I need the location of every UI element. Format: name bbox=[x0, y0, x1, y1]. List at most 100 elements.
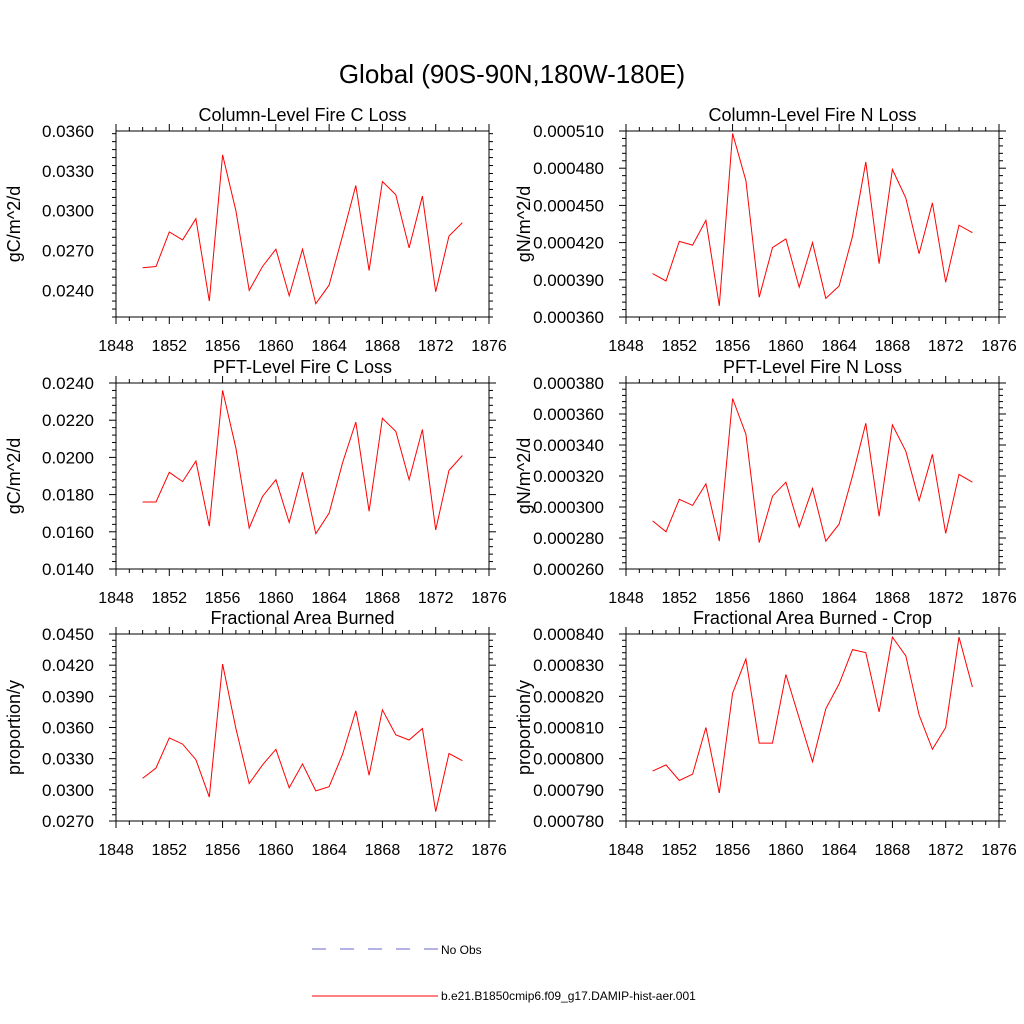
y-tick-label: 0.0240 bbox=[42, 374, 94, 393]
y-tick-label: 0.000360 bbox=[533, 405, 604, 424]
x-tick-label: 1848 bbox=[98, 842, 134, 859]
plot-frame bbox=[115, 382, 490, 570]
chart-title: PFT-Level Fire N Loss bbox=[723, 357, 902, 377]
y-tick-label: 0.0360 bbox=[42, 122, 94, 141]
plot-frame bbox=[625, 130, 1000, 318]
x-tick-label: 1868 bbox=[365, 590, 401, 607]
chart-panel: Column-Level Fire C Loss gC/m^2/d 1848 1852… bbox=[4, 105, 507, 355]
chart-panel: Column-Level Fire N Loss gN/m^2/d 1848 1852… bbox=[514, 105, 1017, 355]
x-tick-label: 1848 bbox=[608, 842, 644, 859]
y-tick-label: 0.000260 bbox=[533, 560, 604, 579]
x-tick-label: 1848 bbox=[98, 338, 134, 355]
x-tick-label: 1872 bbox=[418, 590, 454, 607]
x-tick-label: 1860 bbox=[768, 842, 804, 859]
chart-title: Column-Level Fire C Loss bbox=[198, 105, 406, 125]
y-tick-label: 0.000780 bbox=[533, 812, 604, 831]
y-tick-label: 0.0360 bbox=[42, 719, 94, 738]
chart-title: Fractional Area Burned bbox=[210, 608, 394, 628]
series-line bbox=[142, 154, 463, 305]
x-tick-label: 1868 bbox=[875, 338, 911, 355]
x-tick-label: 1860 bbox=[258, 338, 294, 355]
y-tick-label: 0.0140 bbox=[42, 560, 94, 579]
x-tick-label: 1864 bbox=[821, 842, 857, 859]
x-tick-label: 1876 bbox=[981, 590, 1017, 607]
y-tick-label: 0.0330 bbox=[42, 162, 94, 181]
series-line bbox=[142, 663, 463, 812]
y-tick-label: 0.000810 bbox=[533, 719, 604, 738]
chart-title: Fractional Area Burned - Crop bbox=[693, 608, 932, 628]
x-tick-label: 1852 bbox=[661, 842, 697, 859]
x-tick-label: 1856 bbox=[205, 842, 241, 859]
y-tick-label: 0.000790 bbox=[533, 781, 604, 800]
y-tick-label: 0.000320 bbox=[533, 467, 604, 486]
legend-no-obs-label: No Obs bbox=[441, 943, 482, 957]
y-tick-label: 0.000450 bbox=[533, 196, 604, 215]
x-tick-label: 1868 bbox=[875, 590, 911, 607]
x-tick-label: 1864 bbox=[311, 590, 347, 607]
y-tick-label: 0.000280 bbox=[533, 529, 604, 548]
series-line bbox=[652, 635, 973, 794]
x-tick-label: 1876 bbox=[471, 842, 507, 859]
x-tick-label: 1852 bbox=[661, 338, 697, 355]
y-tick-label: 0.000390 bbox=[533, 271, 604, 290]
y-tick-label: 0.0270 bbox=[42, 242, 94, 261]
x-tick-label: 1876 bbox=[471, 590, 507, 607]
y-axis-label: gC/m^2/d bbox=[4, 186, 24, 262]
y-axis-label: proportion/y bbox=[4, 680, 24, 775]
chart-panel: Fractional Area Burned proportion/y 1848 18… bbox=[4, 608, 507, 859]
y-tick-label: 0.000820 bbox=[533, 687, 604, 706]
x-tick-label: 1872 bbox=[418, 842, 454, 859]
y-tick-label: 0.000340 bbox=[533, 436, 604, 455]
y-tick-label: 0.000510 bbox=[533, 122, 604, 141]
y-tick-label: 0.0300 bbox=[42, 202, 94, 221]
chart-panel: Fractional Area Burned - Crop proportion/… bbox=[514, 608, 1017, 859]
x-tick-label: 1868 bbox=[365, 338, 401, 355]
y-tick-label: 0.000800 bbox=[533, 750, 604, 769]
plot-frame bbox=[625, 633, 1000, 822]
x-tick-label: 1872 bbox=[928, 590, 964, 607]
legend-model-label: b.e21.B1850cmip6.f09_g17.DAMIP-hist-aer.… bbox=[441, 989, 696, 1003]
y-tick-label: 0.0220 bbox=[42, 411, 94, 430]
y-tick-label: 0.0300 bbox=[42, 781, 94, 800]
x-tick-label: 1856 bbox=[205, 590, 241, 607]
x-tick-label: 1852 bbox=[661, 590, 697, 607]
y-tick-label: 0.0180 bbox=[42, 486, 94, 505]
x-tick-label: 1864 bbox=[311, 842, 347, 859]
x-tick-label: 1876 bbox=[471, 338, 507, 355]
y-tick-label: 0.000360 bbox=[533, 308, 604, 327]
y-tick-label: 0.000380 bbox=[533, 374, 604, 393]
y-axis-label: proportion/y bbox=[514, 680, 534, 775]
y-tick-label: 0.0200 bbox=[42, 448, 94, 467]
plot-frame bbox=[625, 382, 1000, 570]
x-tick-label: 1856 bbox=[205, 338, 241, 355]
x-tick-label: 1860 bbox=[768, 590, 804, 607]
y-tick-label: 0.000830 bbox=[533, 656, 604, 675]
x-tick-label: 1852 bbox=[151, 842, 187, 859]
legend: No Obs b.e21.B1850cmip6.f09_g17.DAMIP-hi… bbox=[312, 943, 696, 1003]
x-tick-label: 1864 bbox=[311, 338, 347, 355]
x-tick-label: 1856 bbox=[715, 590, 751, 607]
x-tick-label: 1856 bbox=[715, 338, 751, 355]
figure-title: Global (90S-90N,180W-180E) bbox=[339, 59, 685, 89]
y-tick-label: 0.0450 bbox=[42, 625, 94, 644]
x-tick-label: 1860 bbox=[258, 590, 294, 607]
x-tick-label: 1848 bbox=[608, 590, 644, 607]
y-tick-label: 0.000480 bbox=[533, 159, 604, 178]
x-tick-label: 1856 bbox=[715, 842, 751, 859]
y-tick-label: 0.0160 bbox=[42, 523, 94, 542]
x-tick-label: 1848 bbox=[608, 338, 644, 355]
series-line bbox=[142, 390, 463, 535]
series-line bbox=[652, 398, 973, 543]
y-tick-label: 0.0420 bbox=[42, 656, 94, 675]
plot-frame bbox=[115, 130, 490, 318]
y-tick-label: 0.000300 bbox=[533, 498, 604, 517]
x-tick-label: 1876 bbox=[981, 842, 1017, 859]
x-tick-label: 1868 bbox=[875, 842, 911, 859]
y-tick-label: 0.000840 bbox=[533, 625, 604, 644]
x-tick-label: 1872 bbox=[928, 338, 964, 355]
x-tick-label: 1868 bbox=[365, 842, 401, 859]
y-tick-label: 0.0390 bbox=[42, 687, 94, 706]
x-tick-label: 1872 bbox=[418, 338, 454, 355]
x-tick-label: 1876 bbox=[981, 338, 1017, 355]
